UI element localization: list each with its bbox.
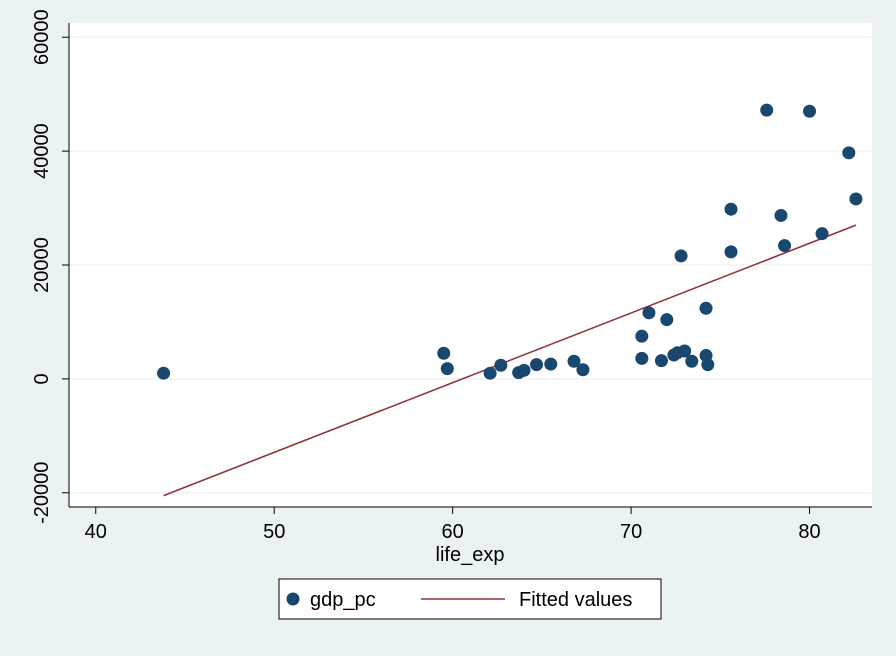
data-point <box>494 358 508 372</box>
data-point <box>157 366 171 380</box>
data-point <box>815 227 829 241</box>
gridlines <box>69 36 872 494</box>
y-tick-label: 60000 <box>31 9 53 65</box>
y-tick-label: -20000 <box>31 462 53 524</box>
data-point <box>530 358 544 372</box>
legend-label-fitted-values: Fitted values <box>519 589 632 611</box>
data-point <box>635 351 649 365</box>
data-point <box>576 363 590 377</box>
data-point <box>685 354 699 368</box>
x-tick-label: 80 <box>798 521 820 543</box>
data-point <box>701 358 715 372</box>
data-point <box>803 104 817 118</box>
x-tick-label: 60 <box>442 521 464 543</box>
y-tick-label: 20000 <box>31 237 53 293</box>
data-point <box>654 354 668 368</box>
x-ticks: 40 50 60 70 80 <box>85 507 821 543</box>
data-point <box>849 192 863 206</box>
legend: gdp_pc Fitted values <box>278 578 662 620</box>
data-point <box>774 208 788 222</box>
data-point <box>544 357 558 371</box>
fitted-line-layer <box>163 224 857 497</box>
data-point <box>760 103 774 117</box>
x-tick-label: 70 <box>620 521 642 543</box>
data-point <box>642 306 656 320</box>
data-point <box>440 362 454 376</box>
legend-marker-gdp-pc <box>286 592 300 606</box>
y-tick-label: 0 <box>31 373 53 384</box>
data-point <box>842 146 856 160</box>
data-point <box>517 363 531 377</box>
data-point <box>699 301 713 315</box>
data-point <box>778 239 792 253</box>
data-point <box>678 344 692 358</box>
data-point <box>483 366 497 380</box>
fitted-values-line <box>163 224 857 497</box>
data-point <box>724 202 738 216</box>
data-point <box>635 329 649 343</box>
data-point <box>674 249 688 263</box>
x-axis-label: life_exp <box>436 544 505 566</box>
x-tick-label: 50 <box>263 521 285 543</box>
data-point <box>437 346 451 360</box>
data-point <box>660 313 674 327</box>
scatter-points <box>157 103 863 380</box>
y-tick-label: 40000 <box>31 123 53 179</box>
legend-label-gdp-pc: gdp_pc <box>310 589 376 611</box>
data-point <box>567 354 581 368</box>
data-point <box>724 245 738 259</box>
x-tick-label: 40 <box>85 521 107 543</box>
y-ticks: -20000 0 20000 40000 60000 <box>31 9 69 524</box>
